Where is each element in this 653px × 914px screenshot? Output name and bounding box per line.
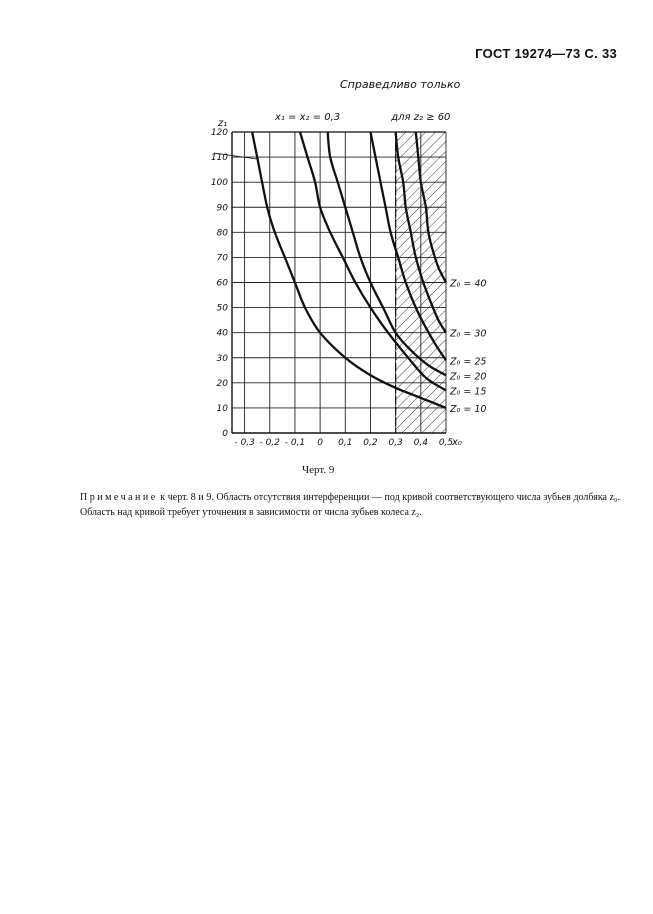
series-curve [414,131,448,284]
x-tick-label: 0 [317,438,323,448]
series-curve [250,131,447,409]
chart-annotation: для z₂ ≥ 60 [390,112,450,123]
y-tick-label: 90 [217,203,229,213]
footnote: Примечание к черт. 8 и 9. Область отсутс… [80,490,620,520]
series-label: Z₀ = 20 [449,371,486,382]
x-tick-label: - 0,2 [260,438,281,448]
y-tick-label: 110 [211,153,228,163]
series-label: Z₀ = 10 [449,404,486,415]
leader-line [213,152,258,160]
series-curve [326,131,447,377]
series-curve [369,131,447,361]
series-label: Z₀ = 15 [449,386,486,397]
interference-chart: 0 10 20 30 40 50 60 70 80 90 100 110 120 - 0,3 - 0,2 - … [211,112,487,448]
series-label: Z₀ = 40 [449,279,486,290]
x-tick-label: 0,3 [388,438,403,448]
x-tick-label: 0,5 [439,438,454,448]
chart-subhead: Справедливо только [340,78,461,91]
y-tick-label: 20 [217,379,229,389]
series-label: Z₀ = 25 [449,356,486,367]
note-text: к черт. 8 и 9. Область отсутствия интерф… [80,492,620,518]
y-tick-label: 70 [217,253,229,263]
x-tick-label: 0,1 [338,438,352,448]
y-tick-label: 40 [217,329,229,339]
x-tick-label: - 0,1 [285,438,305,448]
x-tick-label: 0,2 [363,438,378,448]
y-tick-label: 100 [211,178,228,188]
x-tick-label: 0,4 [414,438,429,448]
y-tick-label: 10 [217,404,229,414]
x-tick-label: - 0,3 [234,438,255,448]
series-curve [394,131,447,334]
y-axis-label: z₁ [217,118,227,129]
series-curve [298,131,447,392]
figure-caption: Черт. 9 [302,464,335,476]
chart-title: x₁ = x₂ = 0,3 [274,112,340,123]
note-lead: Примечание [80,492,158,503]
y-tick-label: 50 [217,304,229,314]
series-label: Z₀ = 30 [449,329,486,340]
y-tick-label: 80 [217,228,229,238]
y-tick-label: 120 [211,128,228,138]
page-header: ГОСТ 19274—73 С. 33 [475,46,617,61]
y-tick-label: 30 [217,354,229,364]
y-tick-label: 60 [217,279,229,289]
y-tick-label: 0 [222,429,228,439]
x-axis-label: x₀ [451,437,462,448]
